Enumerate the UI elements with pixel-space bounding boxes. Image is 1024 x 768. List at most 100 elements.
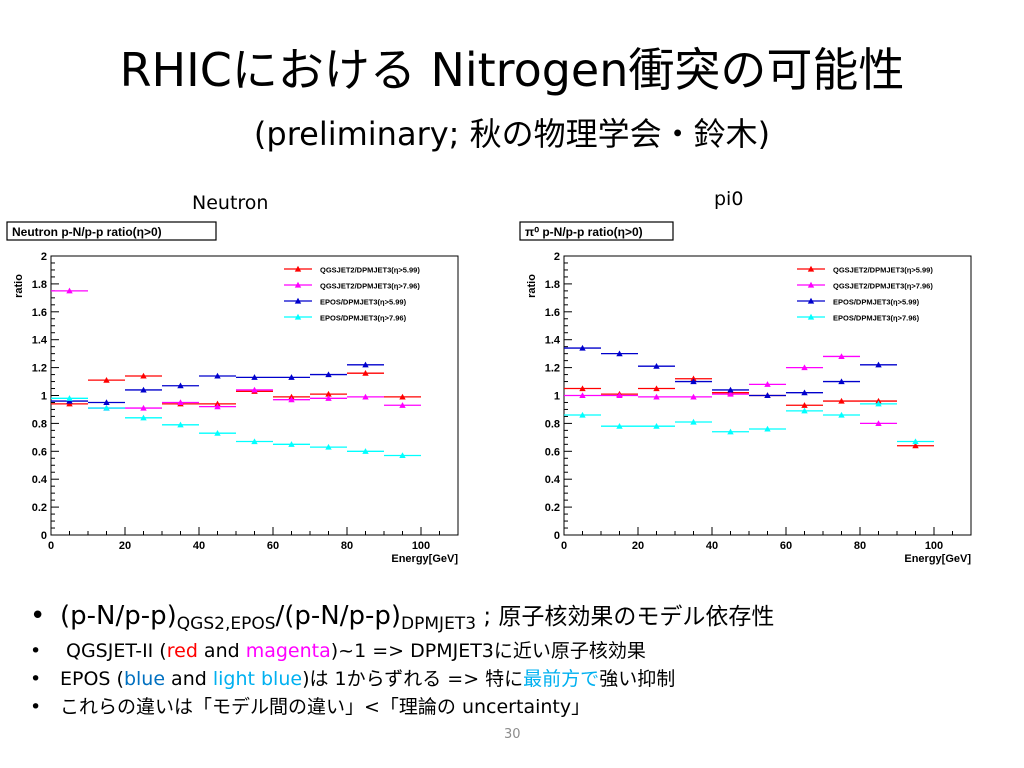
legend-marker — [294, 297, 302, 304]
data-point-marker — [838, 353, 845, 359]
x-tick-label: 0 — [48, 540, 54, 552]
x-tick-label: 100 — [925, 540, 943, 552]
bullet-model-ratio: • (p-N/p-p)QGS2,EPOS/(p-N/p-p)DPMJET3 ; … — [30, 596, 1010, 637]
magenta-word: magenta — [245, 640, 331, 662]
x-tick-label: 40 — [193, 540, 205, 552]
data-point-marker — [653, 422, 660, 429]
data-point-marker — [801, 407, 808, 414]
legend-marker — [807, 297, 815, 304]
data-point-marker — [727, 386, 734, 393]
data-point-marker — [140, 372, 147, 379]
data-point-marker — [727, 390, 734, 397]
data-point-marker — [362, 369, 369, 376]
data-point-marker — [66, 395, 73, 401]
bullet-dot: • — [30, 601, 46, 631]
data-point-marker — [912, 442, 919, 449]
y-tick-label: 1 — [41, 391, 47, 403]
most-forward-phrase: 最前方で — [523, 668, 600, 690]
data-point-marker — [579, 411, 586, 418]
data-point-marker — [251, 438, 258, 445]
y-tick-label: 2 — [41, 251, 47, 263]
y-axis-label: ratio — [526, 274, 538, 298]
ratio-text-3: ; 原子核効果のモデル依存性 — [476, 604, 775, 630]
data-point-marker — [653, 393, 660, 400]
qgsjet-text-3: )~1 => DPMJET3に近い原子核効果 — [330, 640, 646, 662]
legend-label: QGSJET2/DPMJET3(η>7.96) — [320, 282, 420, 291]
bullet-dot: • — [30, 640, 42, 662]
data-point-marker — [653, 385, 660, 392]
ratio-subscript-1: QGS2,EPOS — [176, 614, 276, 634]
x-tick-label: 60 — [267, 540, 279, 552]
data-point-marker — [399, 452, 406, 459]
data-point-marker — [140, 386, 147, 393]
y-tick-label: 0.6 — [545, 446, 560, 458]
blue-word: blue — [123, 668, 166, 690]
data-point-marker — [616, 350, 623, 357]
data-point-marker — [838, 378, 845, 385]
x-tick-label: 80 — [854, 540, 866, 552]
data-point-marker — [362, 361, 369, 368]
data-point-marker — [251, 374, 258, 380]
x-tick-label: 0 — [561, 540, 567, 552]
qgsjet-text-1: QGSJET-II ( — [66, 640, 167, 662]
legend-label: QGSJET2/DPMJET3(η>7.96) — [833, 282, 933, 291]
data-point-marker — [103, 404, 110, 411]
legend-label: EPOS/DPMJET3(η>5.99) — [833, 298, 920, 307]
y-tick-label: 1.6 — [545, 307, 560, 319]
y-tick-label: 1.6 — [32, 307, 47, 319]
data-point-marker — [362, 393, 369, 400]
ratio-text-2: /(p-N/p-p) — [275, 601, 402, 631]
x-axis-label: Energy[GeV] — [904, 553, 971, 565]
data-point-marker — [801, 402, 808, 408]
data-point-marker — [579, 385, 586, 392]
y-tick-label: 0.2 — [32, 502, 47, 514]
data-point-marker — [616, 392, 623, 399]
data-point-marker — [801, 389, 808, 396]
slide-subtitle: (preliminary; 秋の物理学会・鈴木) — [253, 115, 771, 153]
data-point-marker — [325, 371, 332, 378]
data-point-marker — [214, 403, 221, 410]
data-point-marker — [875, 420, 882, 426]
data-point-marker — [214, 429, 221, 436]
y-tick-label: 2 — [554, 251, 560, 263]
data-point-marker — [177, 421, 184, 428]
bullet-difference: • これらの違いは「モデル間の違い」<「理論の uncertainty」 — [30, 693, 1010, 721]
x-axis-label: Energy[GeV] — [391, 553, 458, 565]
data-point-marker — [579, 344, 586, 351]
data-point-marker — [616, 422, 623, 429]
x-tick-label: 20 — [119, 540, 131, 552]
data-point-marker — [875, 361, 882, 368]
slide-title: RHICにおける Nitrogen衝突の可能性 — [119, 43, 905, 97]
data-point-marker — [399, 402, 406, 408]
y-tick-label: 0 — [41, 530, 47, 542]
page-number: 30 — [504, 727, 521, 742]
data-point-marker — [103, 399, 110, 406]
neutron-plot-heading: Neutron — [192, 192, 269, 214]
epos-text-3: )は 1からずれる => 特に — [302, 668, 524, 690]
legend-marker — [807, 265, 815, 272]
legend-marker — [294, 313, 302, 320]
x-tick-label: 20 — [632, 540, 644, 552]
bullet-qgsjet: • QGSJET-II (red and magenta)~1 => DPMJE… — [30, 637, 1010, 665]
y-tick-label: 1 — [554, 391, 560, 403]
data-point-marker — [214, 372, 221, 379]
data-point-marker — [875, 400, 882, 407]
y-tick-label: 1.2 — [32, 363, 47, 375]
ratio-subscript-2: DPMJET3 — [401, 614, 477, 634]
data-point-marker — [251, 386, 258, 393]
legend-label: EPOS/DPMJET3(η>5.99) — [320, 298, 407, 307]
chart-title: Neutron p-N/p-p ratio(η>0) — [12, 225, 162, 239]
legend-label: EPOS/DPMJET3(η>7.96) — [833, 314, 920, 323]
ratio-text-1: (p-N/p-p) — [60, 601, 177, 631]
bullet-dot: • — [30, 668, 42, 690]
y-tick-label: 1.8 — [545, 279, 560, 291]
data-point-marker — [288, 441, 295, 447]
data-point-marker — [177, 399, 184, 406]
legend-label: QGSJET2/DPMJET3(η>5.99) — [320, 266, 420, 275]
data-point-marker — [103, 376, 110, 383]
x-tick-label: 60 — [780, 540, 792, 552]
y-tick-label: 0.2 — [545, 502, 560, 514]
data-point-marker — [288, 396, 295, 403]
data-point-marker — [325, 390, 332, 397]
x-tick-label: 80 — [341, 540, 353, 552]
